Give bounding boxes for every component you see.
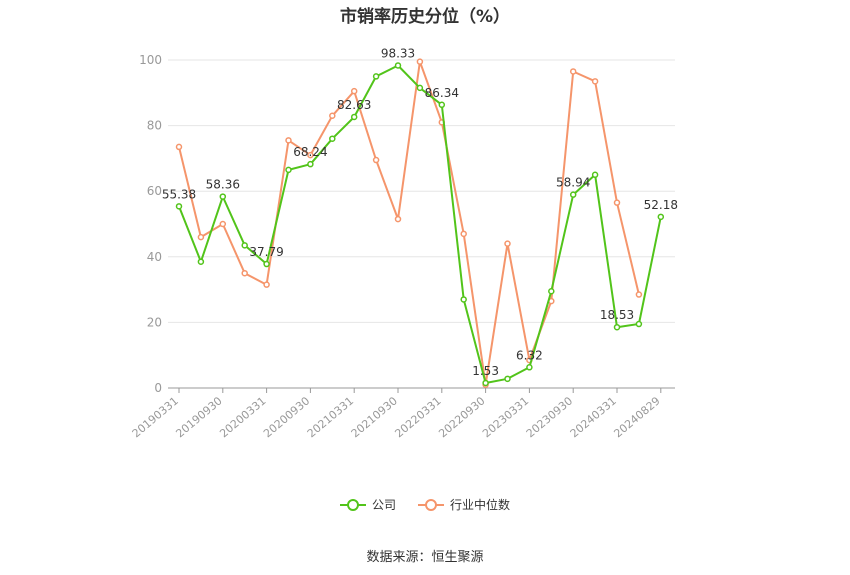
series-lines [175,58,665,388]
legend-company-marker-icon [339,498,366,512]
data-point-company [307,160,314,168]
legend-company-label: 公司 [371,498,396,512]
x-tick-label: 20190331 [130,394,181,440]
data-point-industry-median [591,78,599,85]
data-point-industry-median [219,220,227,228]
data-point-industry-median [175,143,183,151]
legend-industry-marker-icon [418,498,444,512]
data-point-company [591,171,599,179]
data-label: 52.18 [644,198,678,212]
data-label: 18.53 [600,308,634,322]
x-tick-label: 20200331 [217,394,268,440]
data-point-industry-median [197,233,205,241]
data-label: 6.32 [516,348,543,362]
x-tick-label: 20240829 [611,394,662,440]
data-label: 82.63 [337,98,371,112]
y-tick-label: 0 [154,381,162,395]
x-tick-label: 20190930 [173,394,224,440]
data-labels: 55.38 58.36 37.79 68.24 82.63 98.33 86.34 1.53 6… [162,46,678,378]
data-point-company [613,323,621,331]
x-tick-label: 20210930 [349,394,400,440]
data-point-company [635,320,643,328]
x-tick-label: 20200930 [261,394,312,440]
data-label: 98.33 [381,46,415,60]
data-point-company [460,296,467,303]
data-label: 37.79 [249,245,283,259]
legend-industry-label: 行业中位数 [450,498,511,512]
data-point-company [438,101,446,109]
legend-item-industry-median[interactable]: 行业中位数 [418,496,510,513]
data-point-industry-median [350,87,358,95]
series-line-company [178,64,662,384]
data-point-industry-median [241,269,248,277]
x-tick-label: 20230930 [524,394,575,440]
data-label: 58.36 [206,178,240,192]
data-point-company [197,258,205,265]
x-tick-label: 20210331 [305,394,356,440]
data-point-company [526,364,533,371]
data-point-company [175,203,183,210]
data-label: 58.94 [556,176,590,190]
data-point-company [416,84,424,92]
data-label: 55.38 [162,187,196,201]
x-tick-label: 20230331 [480,394,531,440]
data-point-company [263,260,270,268]
data-point-company [548,287,555,295]
y-tick-label: 80 [147,119,162,133]
chart-title: 市销率历史分位（%） [339,7,511,27]
data-label: 86.34 [425,86,459,100]
data-point-industry-median [416,58,424,65]
axes: 0 20 40 60 80 100 2019033120190930202003312020… [130,53,675,440]
x-tick-label: 20220331 [392,394,443,440]
source-note: 数据来源：恒生聚源 [366,550,484,565]
data-point-company [482,379,489,387]
data-point-company [504,375,511,383]
data-point-industry-median [329,112,336,120]
data-point-industry-median [569,68,577,75]
data-point-company [657,213,665,221]
data-point-industry-median [372,156,380,164]
data-point-industry-median [635,291,643,298]
legend-item-company[interactable]: 公司 [339,496,396,513]
x-tick-label: 20220930 [436,394,487,440]
y-tick-label: 100 [139,53,162,67]
legend: 公司 行业中位数 [0,496,850,513]
data-point-company [569,191,577,198]
y-tick-label: 20 [147,315,162,329]
data-point-industry-median [285,137,292,144]
data-label: 1.53 [472,364,499,378]
data-point-industry-median [307,151,314,159]
data-point-company [285,166,292,174]
data-point-company [350,113,358,121]
data-point-industry-median [504,240,511,247]
data-point-company [219,193,227,200]
data-point-industry-median [394,215,402,223]
data-label: 68.24 [293,145,327,159]
data-point-company [394,62,402,69]
series-line-industry-median [178,60,640,386]
y-tick-label: 60 [147,184,162,198]
data-point-company [372,73,380,80]
data-point-company [329,135,336,142]
data-point-industry-median [613,199,621,206]
data-point-industry-median [460,230,467,238]
data-point-industry-median [263,281,270,288]
data-point-company [241,242,248,249]
y-tick-label: 40 [147,250,162,264]
x-tick-label: 20240331 [568,394,619,440]
